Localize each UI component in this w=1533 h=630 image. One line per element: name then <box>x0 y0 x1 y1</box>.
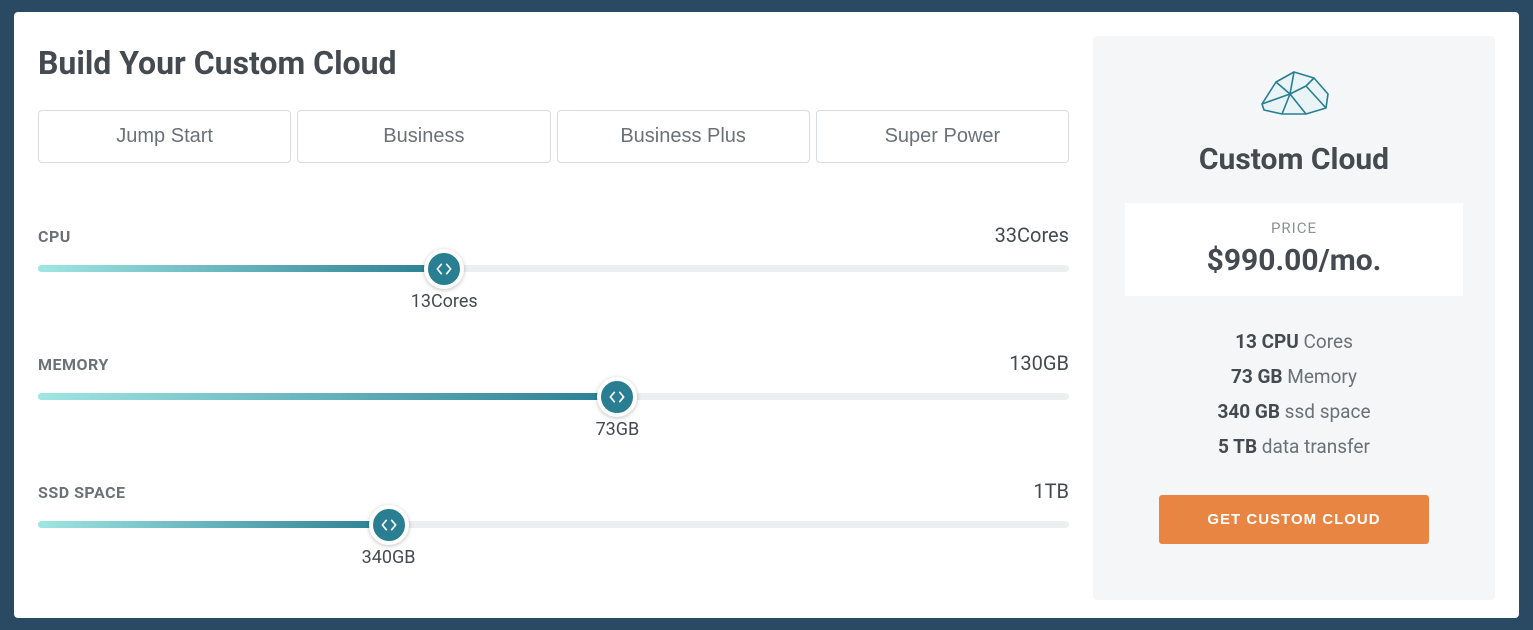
tab-jump-start[interactable]: Jump Start <box>38 110 291 163</box>
drag-icon <box>436 261 452 277</box>
spec-cpu: 13 CPU Cores <box>1217 324 1370 359</box>
slider-ssd-track[interactable]: 340GB <box>38 521 1069 563</box>
slider-ssd-label: SSD SPACE <box>38 483 126 502</box>
summary-title: Custom Cloud <box>1199 142 1389 177</box>
slider-ssd-value: 340GB <box>362 547 416 568</box>
drag-icon <box>609 389 625 405</box>
slider-memory: MEMORY 130GB 73GB <box>38 351 1069 435</box>
price-box: PRICE $990.00/mo. <box>1125 203 1463 296</box>
tab-super-power[interactable]: Super Power <box>816 110 1069 163</box>
tab-business-plus[interactable]: Business Plus <box>557 110 810 163</box>
slider-ssd: SSD SPACE 1TB 340GB <box>38 479 1069 563</box>
configurator-panel: Build Your Custom Cloud Jump Start Busin… <box>38 36 1069 600</box>
summary-panel: Custom Cloud PRICE $990.00/mo. 13 CPU Co… <box>1093 36 1495 600</box>
get-custom-cloud-button[interactable]: GET CUSTOM CLOUD <box>1159 495 1429 544</box>
page-title: Build Your Custom Cloud <box>38 44 1069 82</box>
slider-memory-max: 130GB <box>1009 351 1069 375</box>
price-value: $990.00/mo. <box>1137 243 1451 278</box>
cloud-icon <box>1248 64 1340 122</box>
slider-cpu-max: 33Cores <box>995 223 1069 247</box>
spec-memory: 73 GB Memory <box>1217 359 1370 394</box>
slider-cpu-handle[interactable] <box>424 249 464 289</box>
slider-cpu-fill <box>38 265 444 272</box>
slider-cpu-value: 13Cores <box>411 291 478 312</box>
drag-icon <box>381 517 397 533</box>
slider-cpu-track[interactable]: 13Cores <box>38 265 1069 307</box>
price-label: PRICE <box>1137 219 1451 237</box>
pricing-card: Build Your Custom Cloud Jump Start Busin… <box>14 12 1519 618</box>
slider-ssd-handle[interactable] <box>369 505 409 545</box>
slider-memory-label: MEMORY <box>38 355 109 374</box>
slider-memory-fill <box>38 393 617 400</box>
slider-ssd-max: 1TB <box>1033 479 1069 503</box>
preset-tabs: Jump Start Business Business Plus Super … <box>38 110 1069 163</box>
spec-transfer: 5 TB data transfer <box>1217 429 1370 464</box>
slider-memory-track[interactable]: 73GB <box>38 393 1069 435</box>
tab-business[interactable]: Business <box>297 110 550 163</box>
slider-cpu-label: CPU <box>38 227 71 246</box>
slider-memory-handle[interactable] <box>597 377 637 417</box>
spec-ssd: 340 GB ssd space <box>1217 394 1370 429</box>
slider-ssd-fill <box>38 521 389 528</box>
slider-cpu: CPU 33Cores 13Cores <box>38 223 1069 307</box>
spec-list: 13 CPU Cores 73 GB Memory 340 GB ssd spa… <box>1217 324 1370 465</box>
slider-memory-value: 73GB <box>596 419 640 440</box>
